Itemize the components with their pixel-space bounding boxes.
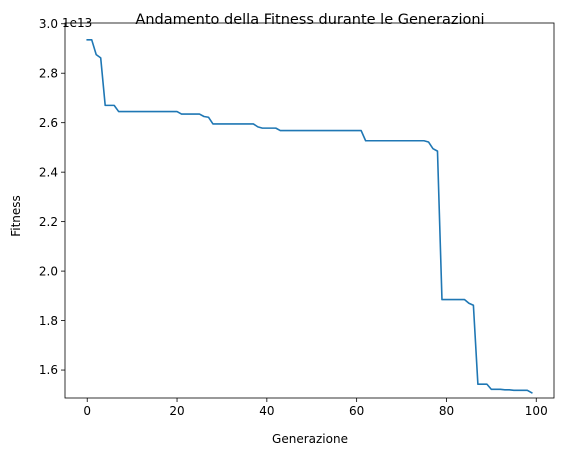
x-tick-label: 20 <box>169 404 184 418</box>
x-tick-label: 100 <box>525 404 548 418</box>
y-tick-label: 1.8 <box>39 314 58 328</box>
y-tick-label: 2.2 <box>39 215 58 229</box>
x-tick-label: 0 <box>83 404 91 418</box>
chart-title: Andamento della Fitness durante le Gener… <box>135 12 484 28</box>
x-tick-label: 60 <box>349 404 364 418</box>
y-axis-label: Fitness <box>9 195 23 237</box>
x-tick-label: 40 <box>259 404 274 418</box>
x-axis-label: Generazione <box>272 432 348 446</box>
x-tick-label: 80 <box>439 404 454 418</box>
y-tick-label: 2.8 <box>39 66 58 80</box>
y-tick-label: 1.6 <box>39 363 58 377</box>
plot-area: 0 20 40 60 80 100 1.6 1.8 2.0 2.2 2.4 2.6 2.8 3.0 <box>39 17 555 418</box>
y-tick-label: 2.0 <box>39 264 58 278</box>
fitness-series-line <box>86 39 533 394</box>
axes-frame <box>64 22 555 399</box>
y-tick-label: 2.6 <box>39 116 58 130</box>
y-tick-label: 2.4 <box>39 165 58 179</box>
y-tick-label: 3.0 <box>39 17 58 31</box>
